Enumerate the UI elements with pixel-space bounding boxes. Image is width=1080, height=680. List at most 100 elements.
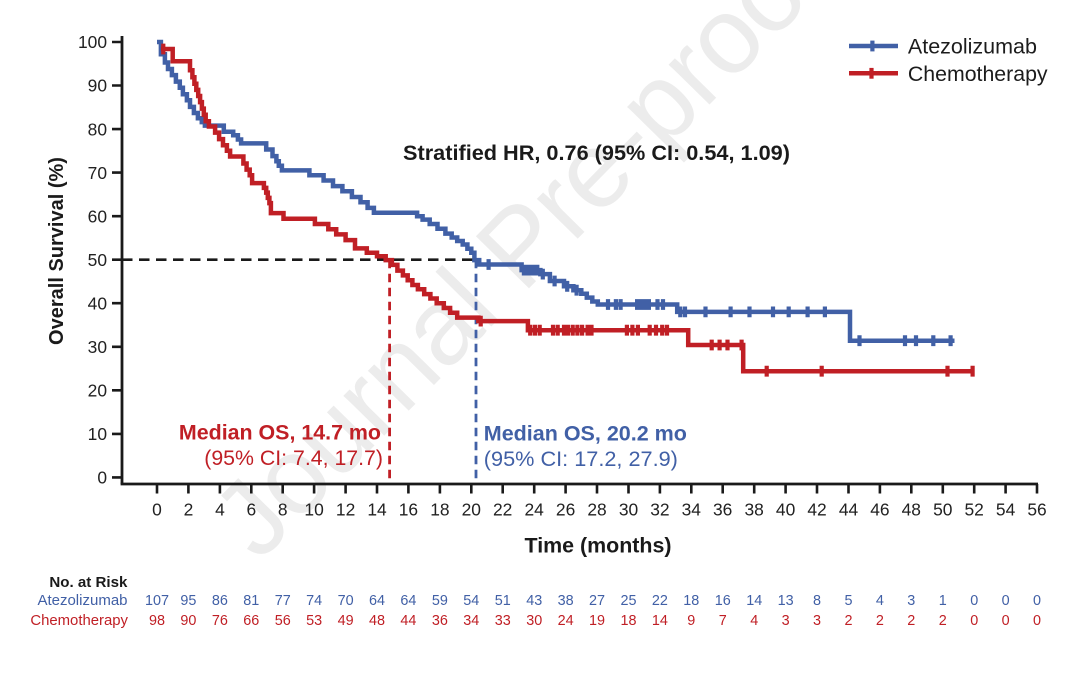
svg-text:26: 26 <box>556 500 575 520</box>
svg-text:28: 28 <box>587 500 606 520</box>
svg-text:16: 16 <box>715 593 731 609</box>
svg-text:6: 6 <box>246 500 256 520</box>
svg-text:2: 2 <box>844 613 852 629</box>
svg-text:77: 77 <box>275 593 291 609</box>
svg-text:(95% CI: 17.2, 27.9): (95% CI: 17.2, 27.9) <box>484 446 678 471</box>
svg-text:5: 5 <box>844 593 852 609</box>
svg-text:52: 52 <box>965 500 984 520</box>
svg-text:10: 10 <box>88 424 107 444</box>
svg-text:44: 44 <box>839 500 859 520</box>
svg-text:20: 20 <box>88 381 107 401</box>
svg-text:27: 27 <box>589 593 605 609</box>
svg-text:20: 20 <box>462 500 481 520</box>
svg-text:0: 0 <box>970 593 978 609</box>
svg-text:43: 43 <box>526 593 542 609</box>
svg-text:14: 14 <box>367 500 387 520</box>
svg-text:7: 7 <box>719 613 727 629</box>
svg-text:30: 30 <box>526 613 542 629</box>
svg-text:30: 30 <box>88 337 107 357</box>
svg-text:66: 66 <box>243 613 259 629</box>
svg-text:24: 24 <box>525 500 545 520</box>
svg-text:50: 50 <box>88 250 107 270</box>
svg-text:70: 70 <box>338 593 354 609</box>
svg-text:56: 56 <box>275 613 291 629</box>
svg-text:4: 4 <box>876 593 884 609</box>
svg-text:38: 38 <box>745 500 764 520</box>
svg-text:9: 9 <box>687 613 695 629</box>
svg-text:80: 80 <box>88 119 107 139</box>
svg-text:3: 3 <box>782 613 790 629</box>
svg-text:Atezolizumab: Atezolizumab <box>37 592 127 609</box>
svg-text:54: 54 <box>463 593 479 609</box>
svg-text:56: 56 <box>1027 500 1046 520</box>
svg-text:50: 50 <box>933 500 952 520</box>
svg-text:0: 0 <box>1033 613 1041 629</box>
svg-text:54: 54 <box>996 500 1016 520</box>
svg-text:Atezolizumab: Atezolizumab <box>908 35 1037 59</box>
svg-text:0: 0 <box>1002 613 1010 629</box>
svg-text:107: 107 <box>145 593 169 609</box>
svg-text:Chemotherapy: Chemotherapy <box>30 613 128 629</box>
svg-text:14: 14 <box>746 593 762 609</box>
svg-text:90: 90 <box>180 613 196 629</box>
svg-text:22: 22 <box>652 593 668 609</box>
svg-text:64: 64 <box>369 593 385 609</box>
svg-text:33: 33 <box>495 613 511 629</box>
svg-text:3: 3 <box>907 593 915 609</box>
svg-text:38: 38 <box>558 593 574 609</box>
svg-text:53: 53 <box>306 613 322 629</box>
svg-text:12: 12 <box>336 500 355 520</box>
svg-text:49: 49 <box>338 613 354 629</box>
svg-text:0: 0 <box>1002 593 1010 609</box>
svg-text:51: 51 <box>495 593 511 609</box>
svg-text:19: 19 <box>589 613 605 629</box>
svg-text:Stratified HR, 0.76 (95% CI: 0: Stratified HR, 0.76 (95% CI: 0.54, 1.09) <box>403 140 790 165</box>
svg-text:2: 2 <box>876 613 884 629</box>
svg-text:8: 8 <box>278 500 288 520</box>
svg-text:10: 10 <box>304 500 323 520</box>
svg-text:(95% CI: 7.4, 17.7): (95% CI: 7.4, 17.7) <box>204 446 383 470</box>
svg-text:2: 2 <box>907 613 915 629</box>
svg-text:36: 36 <box>713 500 732 520</box>
svg-text:60: 60 <box>88 206 107 226</box>
svg-text:48: 48 <box>369 613 385 629</box>
svg-text:44: 44 <box>400 613 416 629</box>
svg-text:4: 4 <box>750 613 758 629</box>
svg-text:86: 86 <box>212 593 228 609</box>
svg-text:3: 3 <box>813 613 821 629</box>
svg-text:Time (months): Time (months) <box>525 534 672 558</box>
svg-text:70: 70 <box>88 163 107 183</box>
svg-text:18: 18 <box>620 613 636 629</box>
svg-text:100: 100 <box>78 32 107 52</box>
svg-text:18: 18 <box>430 500 449 520</box>
svg-text:14: 14 <box>652 613 668 629</box>
svg-text:81: 81 <box>243 593 259 609</box>
svg-text:No. at Risk: No. at Risk <box>49 574 128 591</box>
svg-text:Overall Survival (%): Overall Survival (%) <box>46 157 68 345</box>
svg-text:34: 34 <box>682 500 702 520</box>
svg-text:95: 95 <box>180 593 196 609</box>
svg-text:Chemotherapy: Chemotherapy <box>908 62 1048 86</box>
svg-text:18: 18 <box>683 593 699 609</box>
svg-text:30: 30 <box>619 500 638 520</box>
svg-text:22: 22 <box>493 500 512 520</box>
svg-text:59: 59 <box>432 593 448 609</box>
svg-text:1: 1 <box>939 593 947 609</box>
svg-text:0: 0 <box>1033 593 1041 609</box>
svg-text:36: 36 <box>432 613 448 629</box>
svg-text:40: 40 <box>776 500 795 520</box>
svg-text:2: 2 <box>184 500 194 520</box>
svg-text:2: 2 <box>939 613 947 629</box>
svg-text:0: 0 <box>970 613 978 629</box>
svg-text:8: 8 <box>813 593 821 609</box>
svg-text:40: 40 <box>88 293 107 313</box>
svg-text:16: 16 <box>399 500 418 520</box>
svg-text:64: 64 <box>400 593 416 609</box>
svg-text:90: 90 <box>88 76 107 96</box>
svg-text:34: 34 <box>463 613 479 629</box>
svg-text:Median OS, 20.2 mo: Median OS, 20.2 mo <box>484 422 687 446</box>
svg-text:48: 48 <box>902 500 921 520</box>
svg-text:46: 46 <box>870 500 889 520</box>
svg-text:0: 0 <box>152 500 162 520</box>
svg-text:Median OS, 14.7 mo: Median OS, 14.7 mo <box>179 420 381 444</box>
